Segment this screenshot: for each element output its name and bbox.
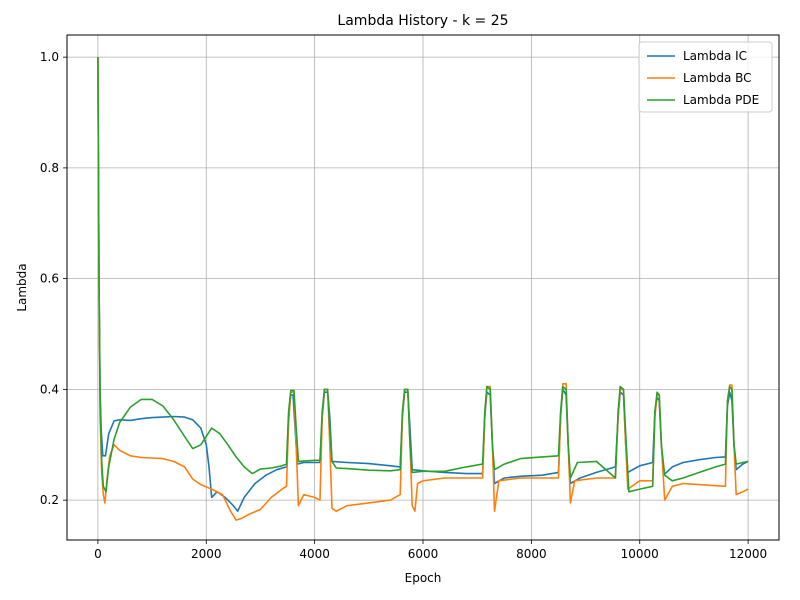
y-axis-label: Lambda	[15, 263, 29, 311]
y-tick-label: 1.0	[40, 50, 59, 64]
x-axis-label: Epoch	[405, 571, 442, 585]
x-tick-label: 6000	[408, 547, 439, 561]
x-tick-label: 4000	[299, 547, 330, 561]
series-line-3	[97, 57, 749, 493]
x-axis: 0 2000 4000 6000 8000 10000 12000	[94, 540, 767, 561]
legend-label: Lambda IC	[683, 49, 747, 63]
x-tick-label: 2000	[191, 547, 222, 561]
y-tick-label: 0.6	[40, 272, 59, 286]
y-tick-label: 0.2	[40, 493, 59, 507]
x-tick-label: 0	[94, 547, 102, 561]
legend: Lambda IC Lambda BC Lambda PDE	[638, 41, 773, 113]
x-tick-label: 10000	[621, 547, 659, 561]
legend-label: Lambda PDE	[683, 93, 759, 107]
y-tick-label: 0.8	[40, 161, 59, 175]
grid	[67, 35, 779, 540]
x-tick-label: 8000	[516, 547, 547, 561]
y-tick-label: 0.4	[40, 382, 59, 396]
legend-label: Lambda BC	[683, 71, 752, 85]
legend-box	[638, 41, 773, 113]
chart-title: Lambda History - k = 25	[337, 13, 508, 29]
x-tick-label: 12000	[729, 547, 767, 561]
y-axis: 0.2 0.4 0.6 0.8 1.0	[40, 50, 67, 507]
series-lines	[97, 57, 749, 521]
